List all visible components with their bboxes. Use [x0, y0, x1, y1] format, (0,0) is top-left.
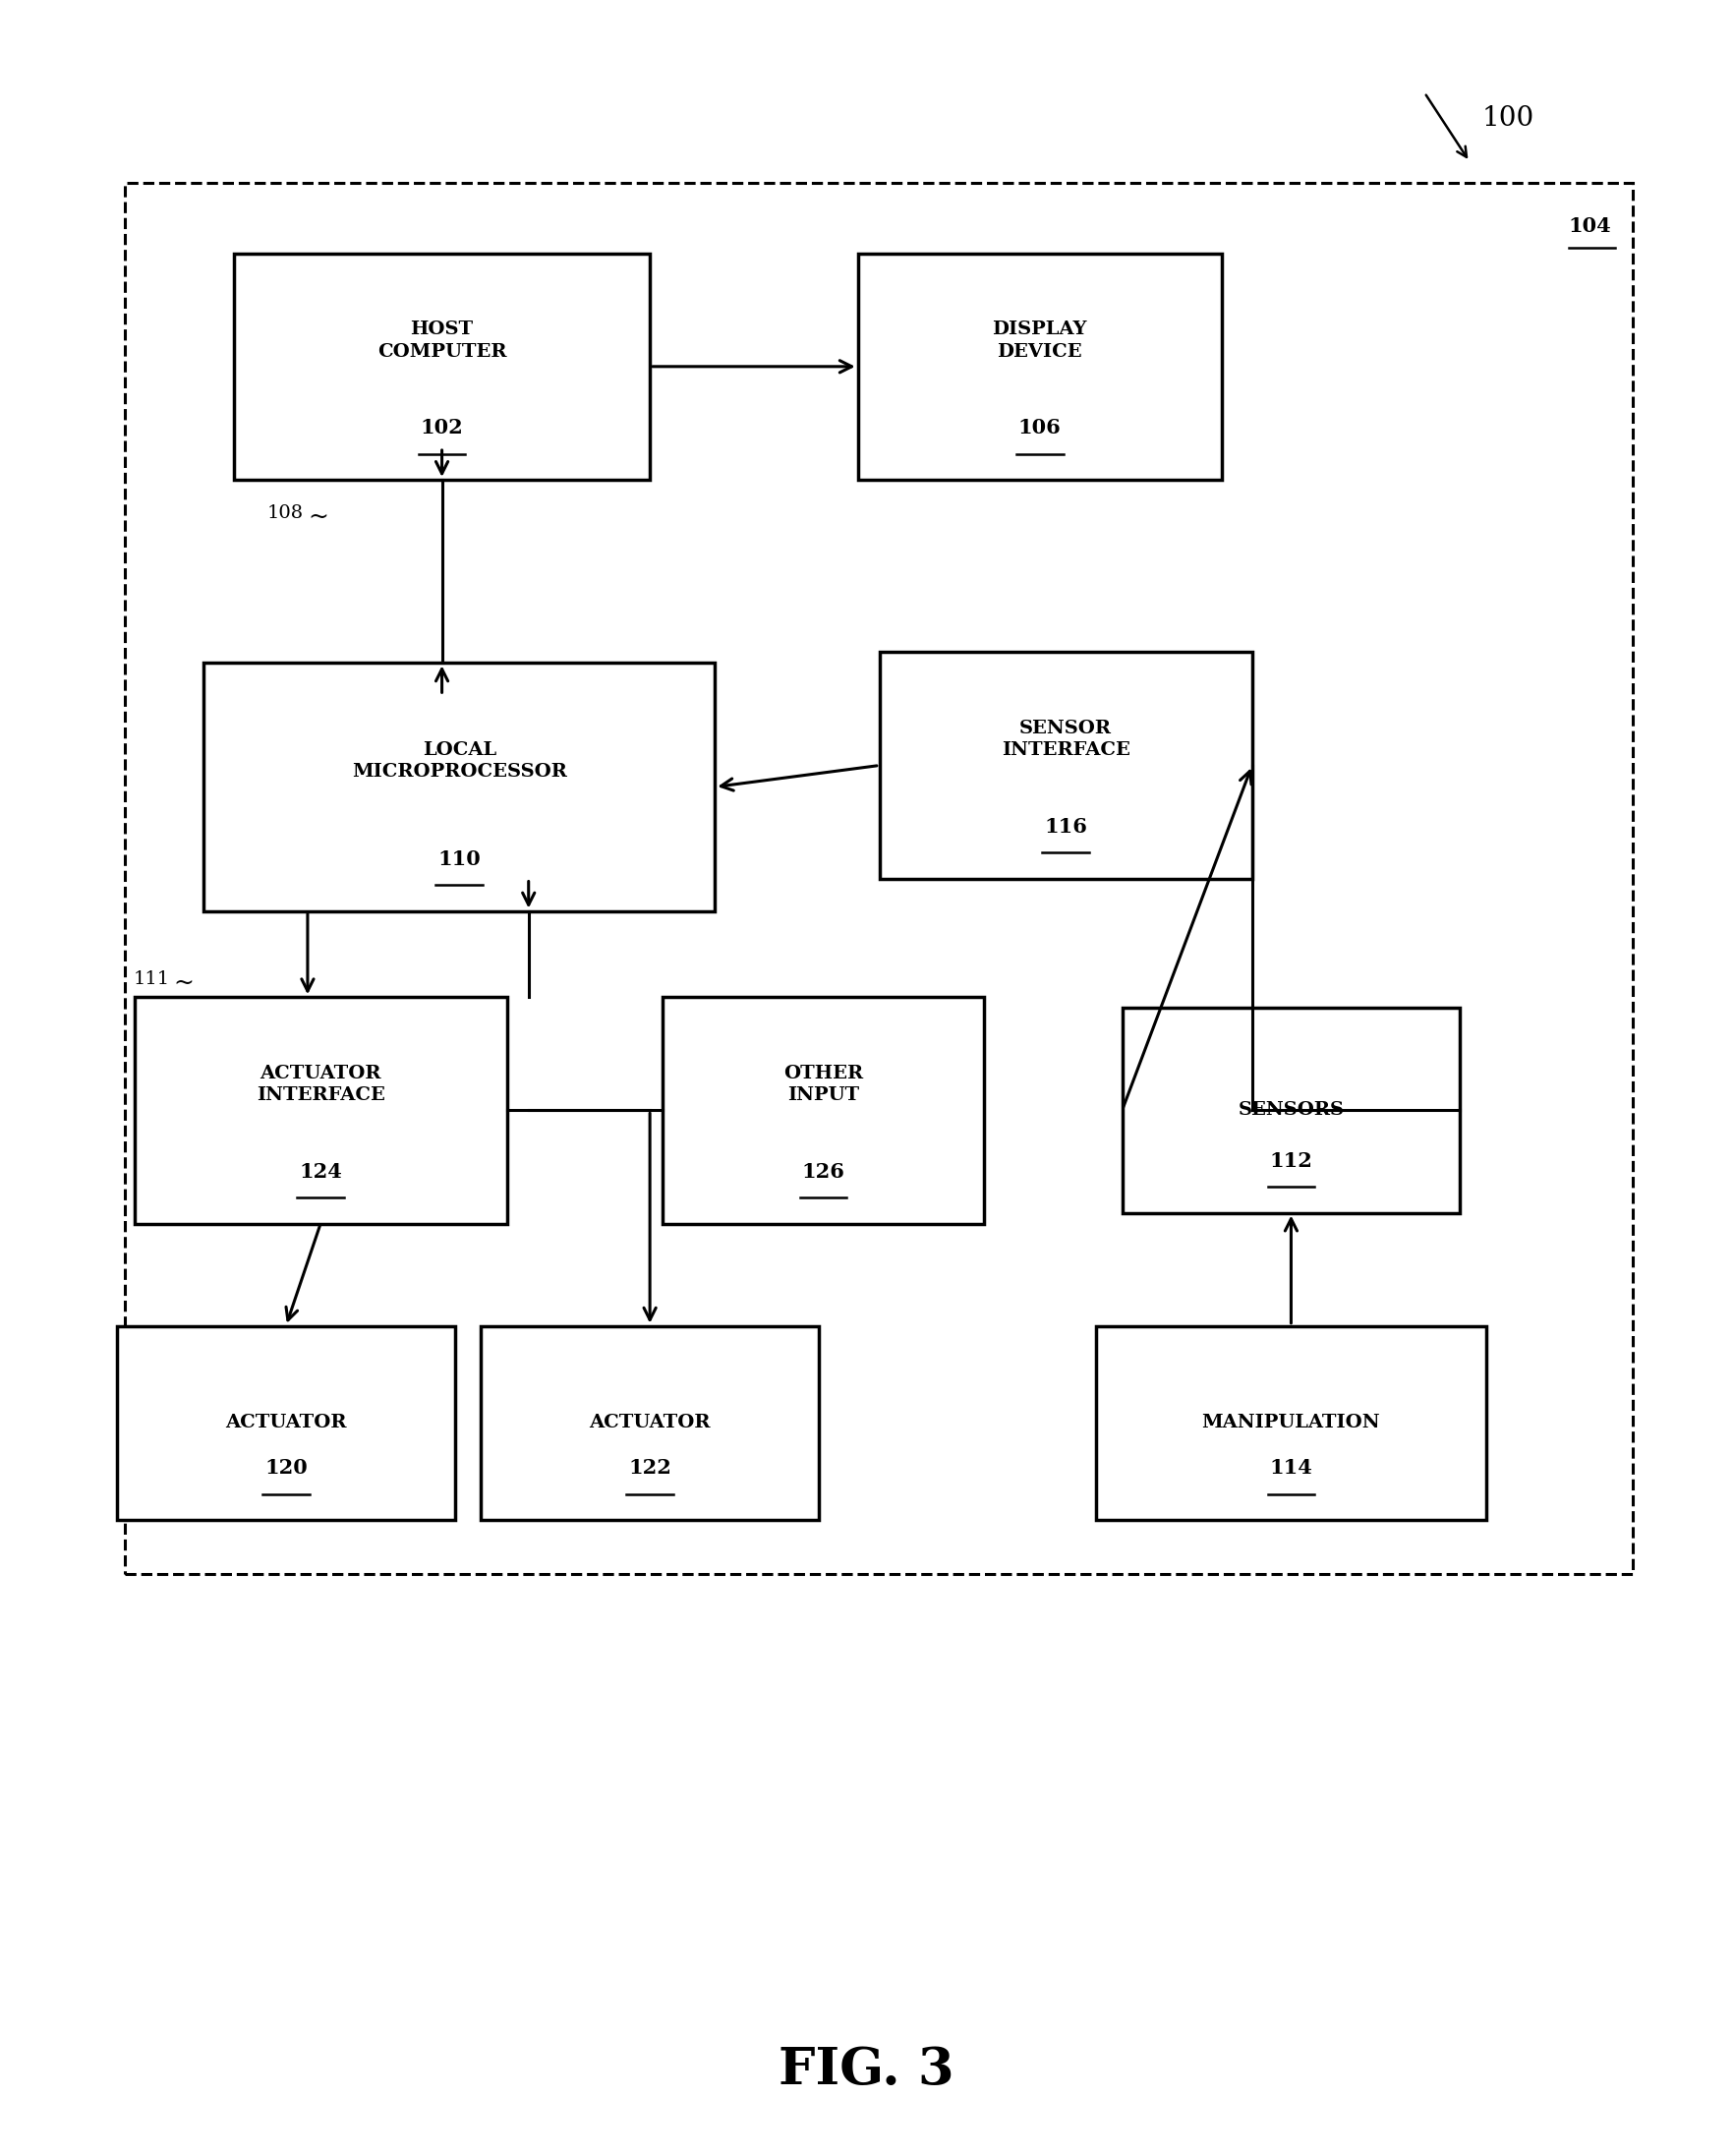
FancyBboxPatch shape — [1095, 1326, 1485, 1520]
Text: 110: 110 — [438, 849, 480, 869]
Text: DISPLAY
DEVICE: DISPLAY DEVICE — [993, 321, 1087, 360]
Text: SENSORS: SENSORS — [1237, 1102, 1345, 1119]
FancyBboxPatch shape — [480, 1326, 818, 1520]
Text: 108: 108 — [267, 505, 303, 522]
Text: 120: 120 — [265, 1457, 307, 1479]
FancyBboxPatch shape — [204, 664, 714, 910]
Text: LOCAL
MICROPROCESSOR: LOCAL MICROPROCESSOR — [352, 742, 567, 780]
Text: 102: 102 — [421, 418, 463, 438]
Text: 122: 122 — [629, 1457, 671, 1479]
FancyBboxPatch shape — [879, 651, 1251, 880]
Text: HOST
COMPUTER: HOST COMPUTER — [378, 321, 506, 360]
Text: ACTUATOR
INTERFACE: ACTUATOR INTERFACE — [256, 1065, 385, 1104]
FancyBboxPatch shape — [135, 996, 506, 1225]
Text: 100: 100 — [1482, 106, 1534, 132]
Text: 104: 104 — [1568, 216, 1612, 237]
Text: ACTUATOR: ACTUATOR — [225, 1414, 347, 1432]
Text: ACTUATOR: ACTUATOR — [589, 1414, 711, 1432]
FancyBboxPatch shape — [1123, 1009, 1459, 1212]
FancyBboxPatch shape — [234, 254, 650, 481]
Text: 116: 116 — [1045, 817, 1087, 837]
Text: 106: 106 — [1019, 418, 1061, 438]
Text: 114: 114 — [1270, 1457, 1312, 1479]
FancyBboxPatch shape — [118, 1326, 454, 1520]
Text: 112: 112 — [1270, 1151, 1312, 1171]
Text: 111: 111 — [133, 970, 170, 987]
FancyBboxPatch shape — [662, 996, 983, 1225]
Text: ~: ~ — [173, 972, 194, 994]
Text: ~: ~ — [308, 507, 329, 528]
FancyBboxPatch shape — [125, 183, 1632, 1574]
Text: 126: 126 — [802, 1162, 844, 1181]
FancyBboxPatch shape — [858, 254, 1222, 481]
Text: FIG. 3: FIG. 3 — [778, 2044, 955, 2096]
Text: SENSOR
INTERFACE: SENSOR INTERFACE — [1002, 720, 1130, 759]
Text: MANIPULATION: MANIPULATION — [1201, 1414, 1381, 1432]
Text: OTHER
INPUT: OTHER INPUT — [783, 1065, 863, 1104]
Text: 124: 124 — [300, 1162, 341, 1181]
